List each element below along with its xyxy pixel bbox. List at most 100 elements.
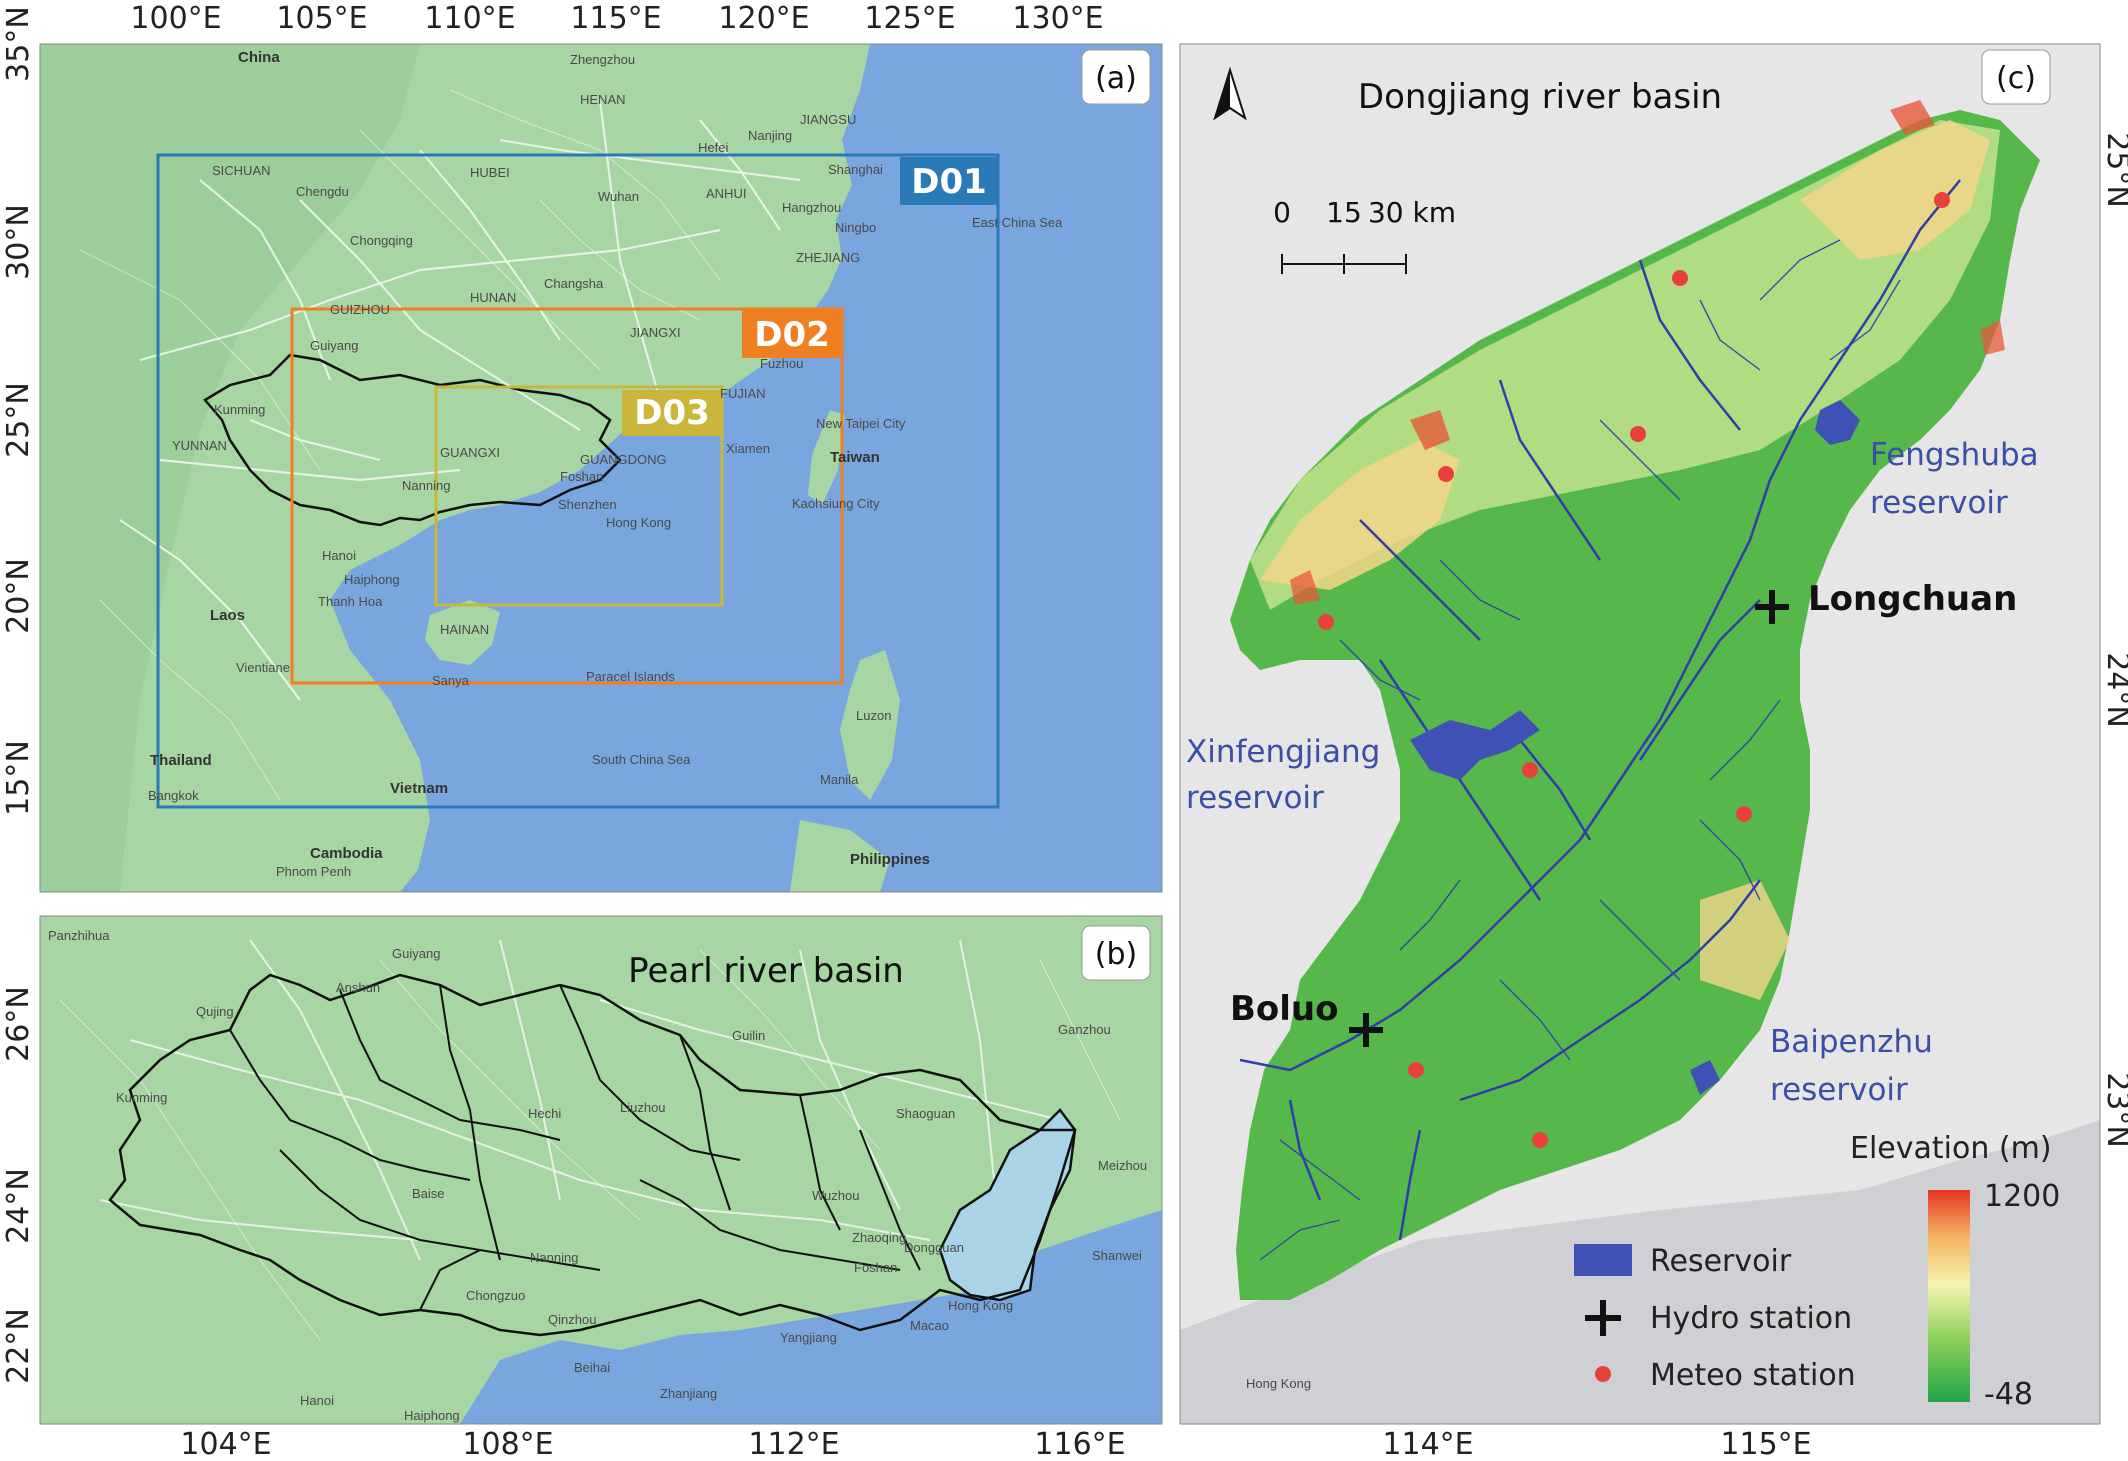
label-manila: Manila <box>820 772 859 787</box>
label-kunming: Kunming <box>214 402 265 417</box>
scale-label-30: 30 km <box>1368 196 1456 229</box>
panel-c-fengshuba-reservoir <box>1815 400 1860 445</box>
label-b-shanwei: Shanwei <box>1092 1248 1142 1263</box>
legend-meteo-icon <box>1595 1366 1611 1382</box>
meteo-station <box>1532 1132 1548 1148</box>
panel-b-lat-ticks: 26°N 24°N 22°N <box>1 986 36 1384</box>
label-nanjing: Nanjing <box>748 128 792 143</box>
label-eastchinasea: East China Sea <box>972 215 1063 230</box>
scale-label-15: 15 <box>1326 196 1362 229</box>
panel-c-elev-high-1 <box>1260 440 1460 590</box>
panel-b-dongjiang-basin <box>938 1108 1077 1302</box>
label-sichuan: SICHUAN <box>212 163 271 178</box>
north-arrow-icon <box>1213 66 1247 121</box>
label-b-wuzhou: Wuzhou <box>812 1188 859 1203</box>
label-vietnam: Vietnam <box>390 780 448 797</box>
panel-c-rivers <box>1239 179 1961 1241</box>
lon-tick-115: 115°E <box>570 1 661 36</box>
panel-c-elev-peak-1 <box>1410 410 1450 450</box>
lon-tick-b-104: 104°E <box>180 1427 271 1461</box>
panel-c-elev-peak-2 <box>1890 100 1935 135</box>
label-chongqing: Chongqing <box>350 233 413 248</box>
label-b-nanning: Nanning <box>530 1250 578 1265</box>
label-henan: HENAN <box>580 92 626 107</box>
label-b-shaoguan: Shaoguan <box>896 1106 955 1121</box>
lon-tick-130: 130°E <box>1012 1 1103 36</box>
panel-c-title: Dongjiang river basin <box>1358 77 1722 117</box>
label-c-hongkong: Hong Kong <box>1246 1376 1311 1391</box>
panel-b-sea <box>460 1210 1162 1424</box>
label-hongkong: Hong Kong <box>606 515 671 530</box>
legend-reservoir-label: Reservoir <box>1650 1244 1792 1279</box>
panel-c-hydro-longchuan <box>1755 590 1789 624</box>
legend-elevation-title: Elevation (m) <box>1850 1131 2052 1166</box>
legend-meteo-label: Meteo station <box>1650 1358 1856 1393</box>
label-anhui: ANHUI <box>706 186 746 201</box>
label-nanning: Nanning <box>402 478 450 493</box>
label-laos: Laos <box>210 607 245 624</box>
label-southchinasea: South China Sea <box>592 752 691 767</box>
label-zhengzhou: Zhengzhou <box>570 52 635 67</box>
lat-tick-25: 25°N <box>1 382 36 458</box>
label-baipenzhu: Baipenzhu <box>1770 1024 1933 1060</box>
label-wuhan: Wuhan <box>598 189 639 204</box>
panel-c-xinfengjiang-reservoir <box>1410 710 1540 780</box>
lon-tick-105: 105°E <box>276 1 367 36</box>
legend-hydro-label: Hydro station <box>1650 1301 1852 1336</box>
label-b-anshun: Anshun <box>336 980 380 995</box>
label-thailand: Thailand <box>150 752 212 769</box>
domain-d03-label-bg <box>622 390 722 436</box>
domain-d02-label-bg <box>742 310 842 358</box>
label-thanhhoa: Thanh Hoa <box>318 594 383 609</box>
meteo-station <box>1672 270 1688 286</box>
domain-d03-label: D03 <box>634 393 710 433</box>
legend-elevation-max: 1200 <box>1984 1179 2060 1214</box>
label-sanya: Sanya <box>432 673 470 688</box>
panel-c-meteo-stations <box>1318 192 1950 1148</box>
label-b-qinzhou: Qinzhou <box>548 1312 596 1327</box>
meteo-station <box>1438 466 1454 482</box>
lon-tick-120: 120°E <box>718 1 809 36</box>
meteo-station <box>1934 192 1950 208</box>
label-guangxi: GUANGXI <box>440 445 500 460</box>
label-ningbo: Ningbo <box>835 220 876 235</box>
panel-b-lon-ticks: 104°E 108°E 112°E 116°E <box>180 1427 1125 1461</box>
label-fuzhou: Fuzhou <box>760 356 803 371</box>
domain-d01-label: D01 <box>911 162 987 202</box>
panel-c-lon-ticks: 114°E 115°E <box>1382 1427 1811 1461</box>
lat-tick-c-23: 23°N <box>2100 1072 2128 1148</box>
legend-elevation-colorbar <box>1928 1190 1970 1402</box>
label-b-guilin: Guilin <box>732 1028 765 1043</box>
label-hefei: Hefei <box>698 140 728 155</box>
panel-a-hainan <box>425 600 500 665</box>
label-b-liuzhou: Liuzhou <box>620 1100 666 1115</box>
panel-b-tag-bg <box>1081 925 1151 981</box>
panel-a: D01 D02 D03 China Laos Thailand Vietnam … <box>1 1 1163 893</box>
label-b-dongguan: Dongguan <box>904 1240 964 1255</box>
label-guiyang: Guiyang <box>310 338 358 353</box>
label-bangkok: Bangkok <box>148 788 199 803</box>
label-b-foshan: Foshan <box>854 1260 897 1275</box>
lon-tick-b-116: 116°E <box>1034 1427 1125 1461</box>
label-phnompenh: Phnom Penh <box>276 864 351 879</box>
lat-tick-30: 30°N <box>1 204 36 280</box>
label-hangzhou: Hangzhou <box>782 200 841 215</box>
lon-tick-c-115: 115°E <box>1720 1427 1811 1461</box>
label-b-macao: Macao <box>910 1318 949 1333</box>
label-newtaipei: New Taipei City <box>816 416 906 431</box>
label-hubei: HUBEI <box>470 165 510 180</box>
label-xinfengjiang-reservoir: reservoir <box>1186 780 1324 816</box>
panel-b-sub-basins <box>229 984 921 1311</box>
lat-tick-b-26: 26°N <box>1 986 36 1062</box>
panel-b: Panzhihua Kunming Guiyang Anshun Hechi L… <box>1 915 1163 1461</box>
panel-a-luzon <box>840 650 900 800</box>
domain-d01-box <box>156 153 1000 809</box>
label-b-haiphong: Haiphong <box>404 1408 460 1423</box>
label-b-qujing: Qujing <box>196 1004 234 1019</box>
panel-c-hydro-boluo <box>1349 1013 1383 1047</box>
label-shanghai: Shanghai <box>828 162 883 177</box>
label-fengshuba-reservoir: reservoir <box>1870 485 2008 521</box>
label-vientiane: Vientiane <box>236 660 290 675</box>
label-china: China <box>238 49 280 66</box>
